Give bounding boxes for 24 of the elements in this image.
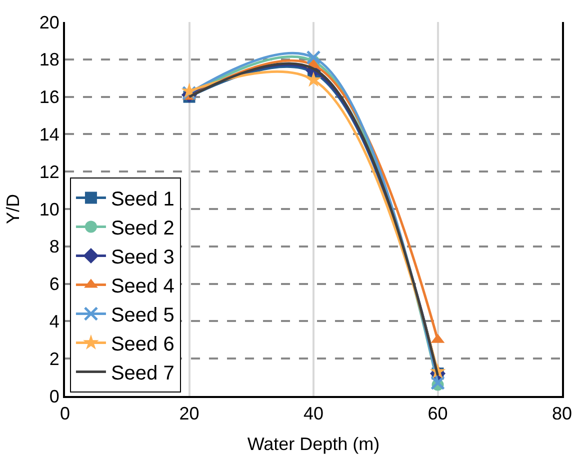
y-tick-label: 0 [49,386,60,406]
y-tick-label: 14 [39,124,60,144]
legend-label: Seed 4 [110,276,174,298]
legend-label: Seed 3 [110,246,174,269]
y-tick-label: 10 [39,199,60,220]
legend-label: Seed 5 [110,304,174,327]
y-tick-label: 12 [39,162,60,182]
y-tick-label: 6 [49,274,60,294]
y-axis-title: Y/D [3,194,24,224]
legend-label: Seed 2 [110,218,174,240]
x-tick-label: 60 [428,404,448,424]
y-tick-label: 8 [49,236,60,257]
y-tick-label: 20 [39,12,60,32]
legend-label: Seed 6 [110,334,174,356]
x-tick-label: 20 [179,404,200,424]
legend-label: Seed 7 [110,362,174,385]
y-tick-label: 16 [39,87,60,108]
x-tick-label: 40 [303,404,324,424]
x-tick-label: 80 [552,404,572,424]
y-tick-label: 4 [49,312,60,332]
legend-label: Seed 1 [110,188,174,211]
x-axis-title: Water Depth (m) [247,434,380,454]
y-tick-label: 2 [49,348,60,369]
y-tick-label: 18 [39,50,60,70]
